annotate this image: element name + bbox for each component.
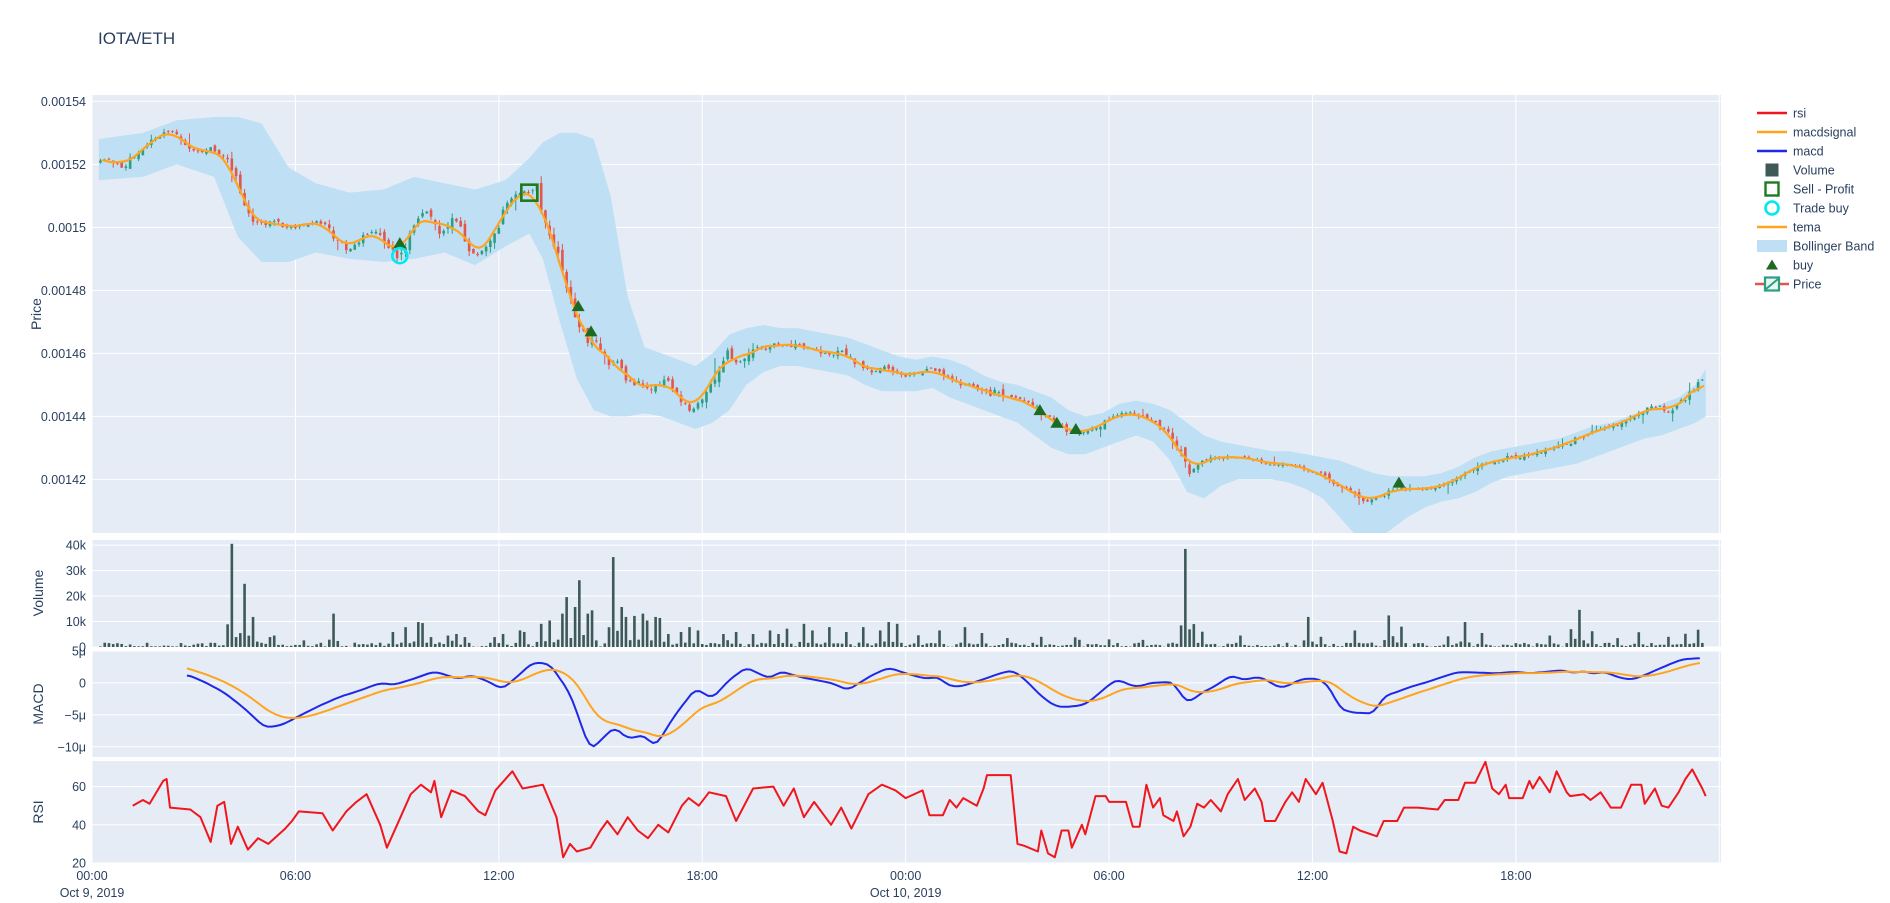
buy-marker	[393, 237, 407, 249]
panel-backgrounds	[92, 95, 1721, 863]
sell-profit-marker	[520, 183, 539, 202]
legend-item-label: Volume	[1793, 164, 1835, 178]
price-axis-tick: 0.00154	[41, 95, 86, 109]
legend-item-tema[interactable]: tema	[1757, 221, 1821, 235]
legend-item-label: Trade buy	[1793, 202, 1850, 216]
axis-tick-labels: 0.00154 0.00152 0.0015 0.00148 0.00146 0.0014…	[41, 95, 1532, 900]
buy-marker	[1033, 404, 1047, 416]
rsi-axis-tick: 60	[72, 780, 86, 794]
legend-item-label: macd	[1793, 145, 1824, 159]
volume-axis-tick: 0	[79, 641, 86, 655]
macd-axis-tick: 0	[79, 676, 86, 690]
legend: rsi macdsignal macd Volume Sell - Profit Trad…	[1755, 107, 1874, 292]
price-axis-tick: 0.00152	[41, 158, 86, 172]
legend-item-sell-profit[interactable]: Sell - Profit	[1764, 181, 1855, 197]
macd-axis-tick: −10μ	[58, 740, 86, 754]
x-axis-tick: 00:00	[890, 869, 921, 883]
legend-item-macd[interactable]: macd	[1757, 145, 1824, 159]
legend-item-label: Sell - Profit	[1793, 183, 1855, 197]
macd-axis-tick: −5μ	[65, 708, 86, 722]
volume-axis-tick: 10k	[66, 615, 87, 629]
buy-marker	[1050, 416, 1064, 428]
price-axis-tick: 0.0015	[48, 221, 86, 235]
legend-item-rsi[interactable]: rsi	[1757, 107, 1806, 121]
legend-item-trade-buy[interactable]: Trade buy	[1764, 200, 1850, 216]
legend-item-label: macdsignal	[1793, 126, 1856, 140]
x-axis-tick: 18:00	[1500, 869, 1531, 883]
trade-markers	[391, 183, 1406, 488]
x-axis-day-label: Oct 10, 2019	[870, 886, 942, 900]
buy-marker	[584, 325, 598, 337]
price-panel	[98, 117, 1706, 533]
rsi-line	[132, 761, 1707, 859]
macd-panel	[186, 657, 1700, 748]
price-axis-tick: 0.00142	[41, 473, 86, 487]
legend-item-volume[interactable]: Volume	[1765, 163, 1835, 178]
price-axis-tick: 0.00144	[41, 410, 86, 424]
rsi-panel	[132, 761, 1707, 859]
price-axis-tick: 0.00146	[41, 347, 86, 361]
x-axis-tick: 06:00	[1093, 869, 1124, 883]
gridlines	[91, 95, 1721, 864]
rsi-axis-tick: 20	[72, 857, 86, 871]
x-axis-tick: 18:00	[687, 869, 718, 883]
x-axis-tick: 06:00	[280, 869, 311, 883]
x-axis-day-label: Oct 9, 2019	[60, 886, 125, 900]
volume-axis-tick: 30k	[66, 564, 87, 578]
legend-item-price[interactable]: Price	[1755, 276, 1822, 292]
legend-item-label: buy	[1793, 259, 1814, 273]
buy-marker	[571, 300, 585, 312]
legend-item-label: Price	[1793, 278, 1822, 292]
volume-axis-tick: 20k	[66, 590, 87, 604]
macdsignal-line	[186, 662, 1700, 737]
macd-axis-tick: 5μ	[72, 645, 86, 659]
x-axis-tick: 12:00	[1297, 869, 1328, 883]
x-axis-tick: 12:00	[483, 869, 514, 883]
buy-marker	[1069, 423, 1083, 435]
chart-title: IOTA/ETH	[98, 29, 176, 48]
price-axis-tick: 0.00148	[41, 284, 86, 298]
volume-axis-tick: 40k	[66, 539, 87, 553]
legend-item-macdsignal[interactable]: macdsignal	[1757, 126, 1856, 140]
volume-panel	[99, 543, 1704, 647]
legend-item-label: rsi	[1793, 107, 1806, 121]
legend-item-bollinger[interactable]: Bollinger Band	[1757, 240, 1874, 254]
x-axis-tick: 00:00	[76, 869, 107, 883]
trade-buy-marker	[391, 246, 409, 265]
legend-item-label: Bollinger Band	[1793, 240, 1874, 254]
rsi-axis-tick: 40	[72, 818, 86, 832]
macd-line	[186, 657, 1700, 748]
legend-item-buy[interactable]: buy	[1766, 259, 1814, 273]
legend-item-label: tema	[1793, 221, 1821, 235]
buy-marker	[1392, 476, 1406, 488]
tema-line	[101, 133, 1705, 500]
